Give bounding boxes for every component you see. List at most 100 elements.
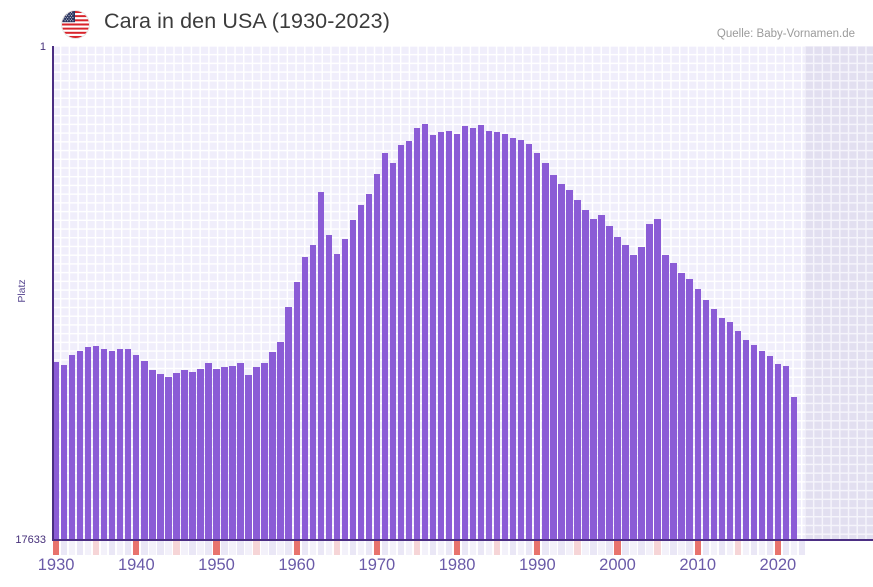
bar[interactable] [542, 163, 549, 540]
bar[interactable] [68, 354, 76, 540]
bar[interactable] [558, 184, 565, 540]
bar[interactable] [510, 138, 517, 540]
bar[interactable] [205, 362, 212, 540]
bar[interactable] [598, 214, 605, 540]
bar[interactable] [790, 397, 798, 540]
bar[interactable] [678, 272, 685, 540]
bar[interactable] [309, 244, 316, 540]
bar[interactable] [349, 220, 357, 540]
bar[interactable] [245, 374, 252, 540]
bar[interactable] [421, 123, 429, 540]
decade-marker [534, 541, 541, 555]
bar[interactable] [381, 153, 389, 540]
bar[interactable] [133, 354, 140, 540]
bar[interactable] [117, 349, 124, 540]
bar[interactable] [477, 124, 485, 540]
bar[interactable] [782, 365, 790, 540]
year-marker [125, 541, 132, 555]
bar[interactable] [574, 200, 581, 540]
bar[interactable] [750, 344, 758, 540]
bar[interactable] [141, 360, 148, 540]
bar[interactable] [76, 351, 84, 540]
bar[interactable] [494, 131, 501, 540]
bar[interactable] [405, 140, 413, 540]
bar[interactable] [429, 135, 437, 540]
bar[interactable] [317, 192, 324, 540]
bar[interactable] [93, 345, 100, 540]
bar[interactable] [357, 204, 365, 540]
bar[interactable] [52, 362, 60, 540]
bar[interactable] [165, 376, 172, 540]
bar[interactable] [566, 189, 573, 540]
bar[interactable] [662, 254, 669, 540]
bar[interactable] [526, 144, 533, 540]
bar[interactable] [469, 128, 477, 540]
bar[interactable] [670, 262, 677, 540]
bar[interactable] [710, 308, 717, 540]
bar[interactable] [654, 219, 661, 540]
bar[interactable] [550, 175, 557, 540]
bar[interactable] [125, 349, 132, 540]
bar[interactable] [437, 131, 445, 540]
bar[interactable] [702, 299, 709, 540]
bar[interactable] [694, 288, 701, 540]
half-decade-marker [574, 541, 581, 555]
bar[interactable] [325, 234, 332, 540]
bar[interactable] [638, 247, 645, 540]
bar[interactable] [445, 130, 453, 540]
bar[interactable] [181, 370, 188, 540]
bar[interactable] [213, 369, 220, 540]
bar[interactable] [285, 306, 292, 540]
bar[interactable] [229, 365, 236, 540]
bar[interactable] [485, 130, 493, 540]
bar[interactable] [646, 223, 653, 540]
bar[interactable] [221, 367, 228, 540]
bar[interactable] [606, 225, 613, 540]
bar[interactable] [582, 210, 589, 540]
bar[interactable] [686, 278, 693, 540]
bar[interactable] [365, 194, 373, 540]
bar[interactable] [301, 257, 308, 540]
bar[interactable] [726, 322, 733, 540]
bar[interactable] [189, 371, 196, 540]
year-marker [550, 541, 557, 555]
bar[interactable] [622, 244, 629, 540]
bar[interactable] [237, 362, 244, 540]
bar[interactable] [461, 126, 469, 540]
bar[interactable] [197, 369, 204, 540]
bar[interactable] [453, 133, 461, 540]
bar[interactable] [590, 219, 597, 540]
bar[interactable] [157, 373, 164, 540]
bar[interactable] [389, 163, 397, 540]
bar[interactable] [766, 355, 774, 540]
bar[interactable] [774, 363, 782, 540]
bar[interactable] [502, 133, 509, 540]
bar[interactable] [173, 372, 180, 540]
bar[interactable] [341, 239, 348, 540]
bar[interactable] [630, 254, 637, 540]
year-marker [157, 541, 164, 555]
bar[interactable] [60, 364, 68, 540]
bar[interactable] [742, 340, 749, 540]
year-marker [349, 541, 357, 555]
year-marker [60, 541, 68, 555]
bar[interactable] [518, 139, 525, 540]
bar[interactable] [534, 153, 541, 540]
bar[interactable] [718, 317, 725, 540]
bar[interactable] [101, 349, 108, 540]
bar[interactable] [253, 367, 260, 540]
bar[interactable] [109, 351, 116, 540]
bar[interactable] [277, 342, 284, 540]
bar[interactable] [614, 237, 621, 540]
bar[interactable] [84, 346, 92, 540]
bar[interactable] [269, 352, 276, 540]
bar[interactable] [149, 370, 156, 540]
bar[interactable] [261, 362, 268, 540]
bar[interactable] [333, 253, 340, 540]
bar[interactable] [758, 351, 766, 540]
bar[interactable] [734, 331, 741, 540]
bar[interactable] [293, 281, 300, 540]
bar[interactable] [397, 145, 405, 540]
bar[interactable] [413, 128, 421, 540]
bar[interactable] [373, 174, 381, 540]
